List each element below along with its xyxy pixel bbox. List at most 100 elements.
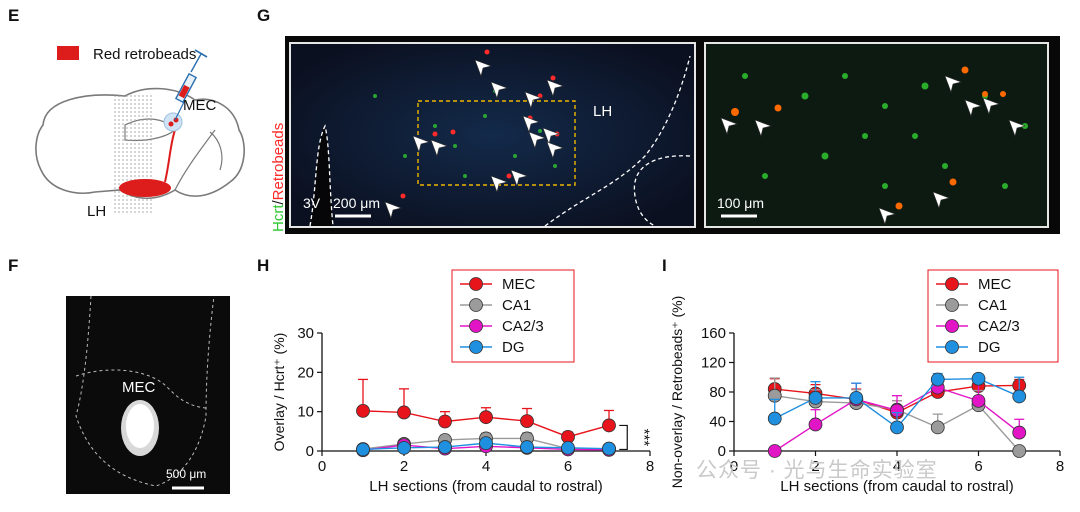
- panel-label-g: G: [257, 6, 271, 25]
- data-point: [971, 371, 986, 386]
- data-point: [397, 440, 411, 455]
- legend-label: MEC: [502, 276, 536, 293]
- significance-stars: ***: [635, 429, 652, 447]
- syringe-icon: [174, 49, 208, 121]
- legend-marker: [945, 298, 959, 312]
- legend-label: DG: [978, 339, 1001, 356]
- data-point: [808, 417, 823, 432]
- legend-marker: [945, 340, 959, 354]
- x-axis-label-h: LH sections (from caudal to rostral): [369, 478, 602, 495]
- brain-schematic: Red retrobeads MEC LH: [35, 46, 245, 220]
- data-point: [561, 440, 575, 455]
- data-point: [1012, 425, 1027, 440]
- lh-injection-site: [119, 179, 171, 197]
- chart-h: 0 2 4 6 8 0 10 20 30 LH sections (from caudal to …: [271, 269, 654, 495]
- g-left-scalebar-label: 200 μm: [333, 195, 380, 211]
- y-tick-label-h: 20: [297, 364, 314, 381]
- data-point: [930, 420, 945, 435]
- brain-outline: [35, 87, 245, 200]
- y-tick-label-h: 10: [297, 404, 314, 421]
- legend-label: DG: [502, 339, 525, 356]
- arrowheads-right: [720, 75, 1027, 226]
- x-tick-label-i: 6: [974, 458, 982, 475]
- watermark-text: 公众号 · 光与生命实验室: [696, 459, 938, 482]
- x-axis-label-i: LH sections (from caudal to rostral): [780, 478, 1013, 495]
- y-axis-label-i: Non-overlay / Retrobeads⁺ (%): [669, 296, 685, 489]
- data-point: [1012, 389, 1027, 404]
- data-point: [438, 414, 452, 429]
- x-tick-label-i: 0: [730, 458, 738, 475]
- significance-bracket: [619, 424, 628, 451]
- data-point: [808, 390, 823, 405]
- g-3v-label: 3V: [303, 195, 321, 211]
- y-tick-label-i: 120: [701, 355, 726, 372]
- y-axis-label-h: Overlay / Hcrt⁺ (%): [271, 333, 287, 452]
- data-point: [1012, 444, 1027, 458]
- zoom-box: [417, 100, 576, 186]
- data-point: [767, 411, 782, 426]
- y-tick-label-h: 0: [306, 443, 314, 460]
- g-right-image: [704, 42, 1049, 228]
- x-tick-label-h: 0: [318, 458, 326, 475]
- legend-marker: [945, 319, 959, 333]
- y-tick-label-i: 40: [709, 414, 726, 431]
- lh-label: LH: [87, 203, 106, 220]
- data-point: [930, 372, 945, 387]
- series-h-dg: [356, 436, 616, 457]
- retrobeads-legend-swatch: [57, 46, 79, 60]
- series-i-dg: [767, 371, 1027, 435]
- retrobeads-legend-text: Red retrobeads: [93, 46, 196, 63]
- legend-label: CA2/3: [502, 318, 544, 335]
- data-point: [356, 403, 370, 418]
- legend-label: CA2/3: [978, 318, 1020, 335]
- y-tick-label-i: 160: [701, 325, 726, 342]
- data-point: [767, 444, 782, 458]
- data-point: [479, 410, 493, 425]
- legend-h: MEC CA1 CA2/3 DG: [451, 269, 575, 363]
- data-point: [520, 440, 534, 454]
- legend-marker: [469, 298, 483, 312]
- panel-label-h: H: [257, 256, 270, 275]
- legend-marker: [469, 340, 483, 354]
- y-tick-label-h: 30: [297, 325, 314, 342]
- mec-target: [163, 112, 183, 132]
- x-tick-label-h: 8: [646, 458, 654, 475]
- legend-label: MEC: [978, 276, 1012, 293]
- data-point: [849, 390, 864, 405]
- data-point: [479, 436, 493, 451]
- mec-micrograph: MEC 500 μm: [66, 296, 230, 494]
- series-h-mec: [356, 378, 616, 444]
- y-tick-label-i: 80: [709, 384, 726, 401]
- panel-label-e: E: [8, 6, 20, 25]
- data-point: [890, 420, 904, 435]
- legend-label: CA1: [502, 297, 531, 314]
- x-tick-label-h: 6: [564, 458, 572, 475]
- data-point: [971, 393, 986, 408]
- mec-region-label: MEC: [122, 379, 156, 396]
- g-right-scalebar-label: 100 μm: [717, 195, 764, 211]
- legend-label: CA1: [978, 297, 1007, 314]
- data-point: [602, 441, 616, 456]
- double-labeled-cells-right: [731, 66, 1006, 210]
- legend-marker: [469, 277, 483, 291]
- fluorescence-image: LH 3V 200 μm 100 μm: [285, 36, 1060, 234]
- legend-i: MEC CA1 CA2/3 DG: [927, 269, 1059, 363]
- data-point: [520, 414, 534, 429]
- y-tick-label-i: 0: [718, 443, 726, 460]
- f-scalebar-label: 500 μm: [166, 467, 206, 481]
- x-tick-label-h: 4: [482, 458, 490, 475]
- panel-label-i: I: [662, 256, 667, 275]
- data-point: [602, 418, 616, 433]
- legend-marker: [469, 319, 483, 333]
- data-point: [356, 442, 370, 457]
- legend-marker: [945, 277, 959, 291]
- data-point: [397, 405, 411, 420]
- mec-label: MEC: [183, 97, 217, 114]
- g-left-image: [289, 42, 696, 228]
- x-tick-label-i: 4: [893, 458, 901, 475]
- g-lh-label: LH: [593, 103, 612, 120]
- panel-label-f: F: [8, 256, 19, 275]
- data-point: [438, 440, 452, 454]
- x-tick-label-i: 2: [811, 458, 819, 475]
